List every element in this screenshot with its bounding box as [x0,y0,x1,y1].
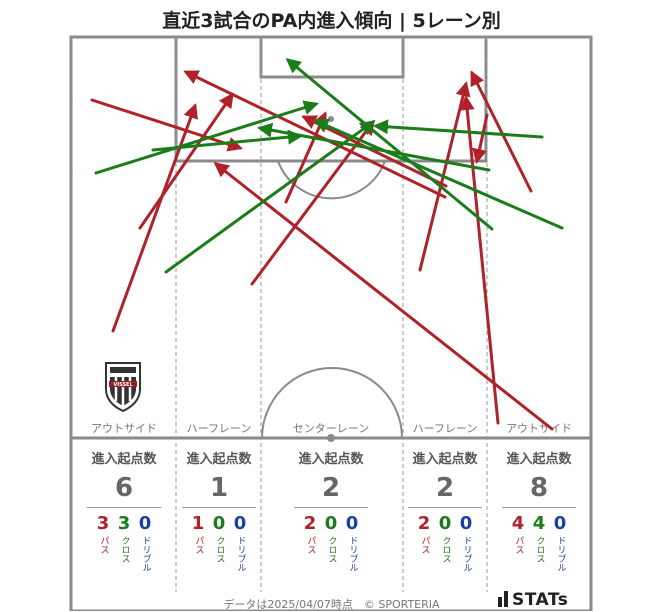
pass-arrow [111,103,198,333]
stat-divider [294,507,368,508]
dribble-count: 0 [459,513,473,534]
pass-arrow [459,95,500,425]
stat-header: 進入起点数 [506,452,572,467]
stat-header: 進入起点数 [412,452,478,467]
center-spot [327,434,335,442]
cross-arrow [257,122,491,172]
chart-title: 直近3試合のPA内進入傾向 | 5レーン別 [162,10,501,32]
dribble-count: 0 [345,513,359,534]
pass-arrow [213,162,554,431]
cross-arrow [313,118,564,230]
dribble-count: 0 [233,513,247,534]
pass-count: 2 [303,513,317,534]
lane-labels: アウトサイド ハーフレーン センターレーン ハーフレーン アウトサイド [91,422,572,435]
lane-stat-halfspace-right: 進入起点数 2 2 パス 0 クロス 0 ドリブル [407,448,483,572]
stats-logo-icon [498,591,509,607]
lane-label: ハーフレーン [413,422,478,435]
stats-brand-logo: STATs [498,590,568,610]
footer-data-date: データは2025/04/07時点 © SPORTERIA [223,598,440,611]
vissel-kobe-crest-icon: VISSEL [105,362,141,413]
cross-label: クロス [326,536,337,563]
stat-total: 2 [321,473,341,503]
pass-label: パス [193,536,204,554]
stat-divider [182,507,256,508]
dribble-label: ドリブル [347,536,358,572]
stat-divider [408,507,482,508]
entry-arrows [90,58,564,431]
cross-arrow [94,100,319,175]
lane-stat-outside-right: 進入起点数 8 4 パス 4 クロス 0 ドリブル [501,448,577,572]
stat-header: 進入起点数 [186,452,252,467]
cross-count: 3 [117,513,131,534]
stat-total: 6 [114,473,134,503]
pass-arrow [138,92,234,230]
pass-arrow [250,119,375,286]
lane-label: センターレーン [293,422,369,435]
svg-text:VISSEL: VISSEL [113,382,133,388]
cross-arrow [151,129,303,152]
pass-arrow [472,113,489,164]
stat-total: 1 [209,473,229,503]
pass-count: 4 [511,513,525,534]
dribble-label: ドリブル [555,536,566,572]
cross-arrow [164,120,376,274]
lane-stat-outside-left: 進入起点数 6 3 パス 3 クロス 0 ドリブル [86,448,162,572]
center-circle [261,367,403,439]
cross-count: 4 [532,513,546,534]
cross-count: 0 [212,513,226,534]
pass-count: 1 [191,513,205,534]
cross-label: クロス [440,536,451,563]
dribble-label: ドリブル [235,536,246,572]
cross-label: クロス [119,536,130,563]
brand-text: STATs [512,590,569,610]
lane-stat-center: 進入起点数 2 2 パス 0 クロス 0 ドリブル [293,448,369,572]
pass-count: 2 [417,513,431,534]
stat-header: 進入起点数 [91,452,157,467]
cross-count: 0 [324,513,338,534]
cross-count: 0 [438,513,452,534]
lane-stat-halfspace-left: 進入起点数 1 1 パス 0 クロス 0 ドリブル [181,448,257,572]
penalty-arc [277,160,386,200]
stat-divider [87,507,161,508]
lane-label: ハーフレーン [187,422,252,435]
cross-label: クロス [534,536,545,563]
pass-arrow [90,98,243,152]
stat-divider [502,507,576,508]
pass-label: パス [305,536,316,554]
lane-label: アウトサイド [91,422,157,435]
pass-arrow [301,115,448,188]
dribble-count: 0 [138,513,152,534]
dribble-label: ドリブル [140,536,151,572]
cross-arrow [285,58,494,231]
pass-label: パス [513,536,524,554]
goal-area [259,35,405,79]
dribble-label: ドリブル [461,536,472,572]
stat-total: 8 [529,473,549,503]
penalty-spot [328,116,334,122]
cross-arrow [373,119,544,139]
dribble-count: 0 [553,513,567,534]
pass-count: 3 [96,513,110,534]
pass-arrow [470,70,533,193]
lane-label: アウトサイド [506,422,572,435]
pass-label: パス [419,536,430,554]
cross-label: クロス [214,536,225,563]
pass-label: パス [98,536,109,554]
stat-total: 2 [435,473,455,503]
pass-arrow [284,111,327,204]
stat-header: 進入起点数 [298,452,364,467]
